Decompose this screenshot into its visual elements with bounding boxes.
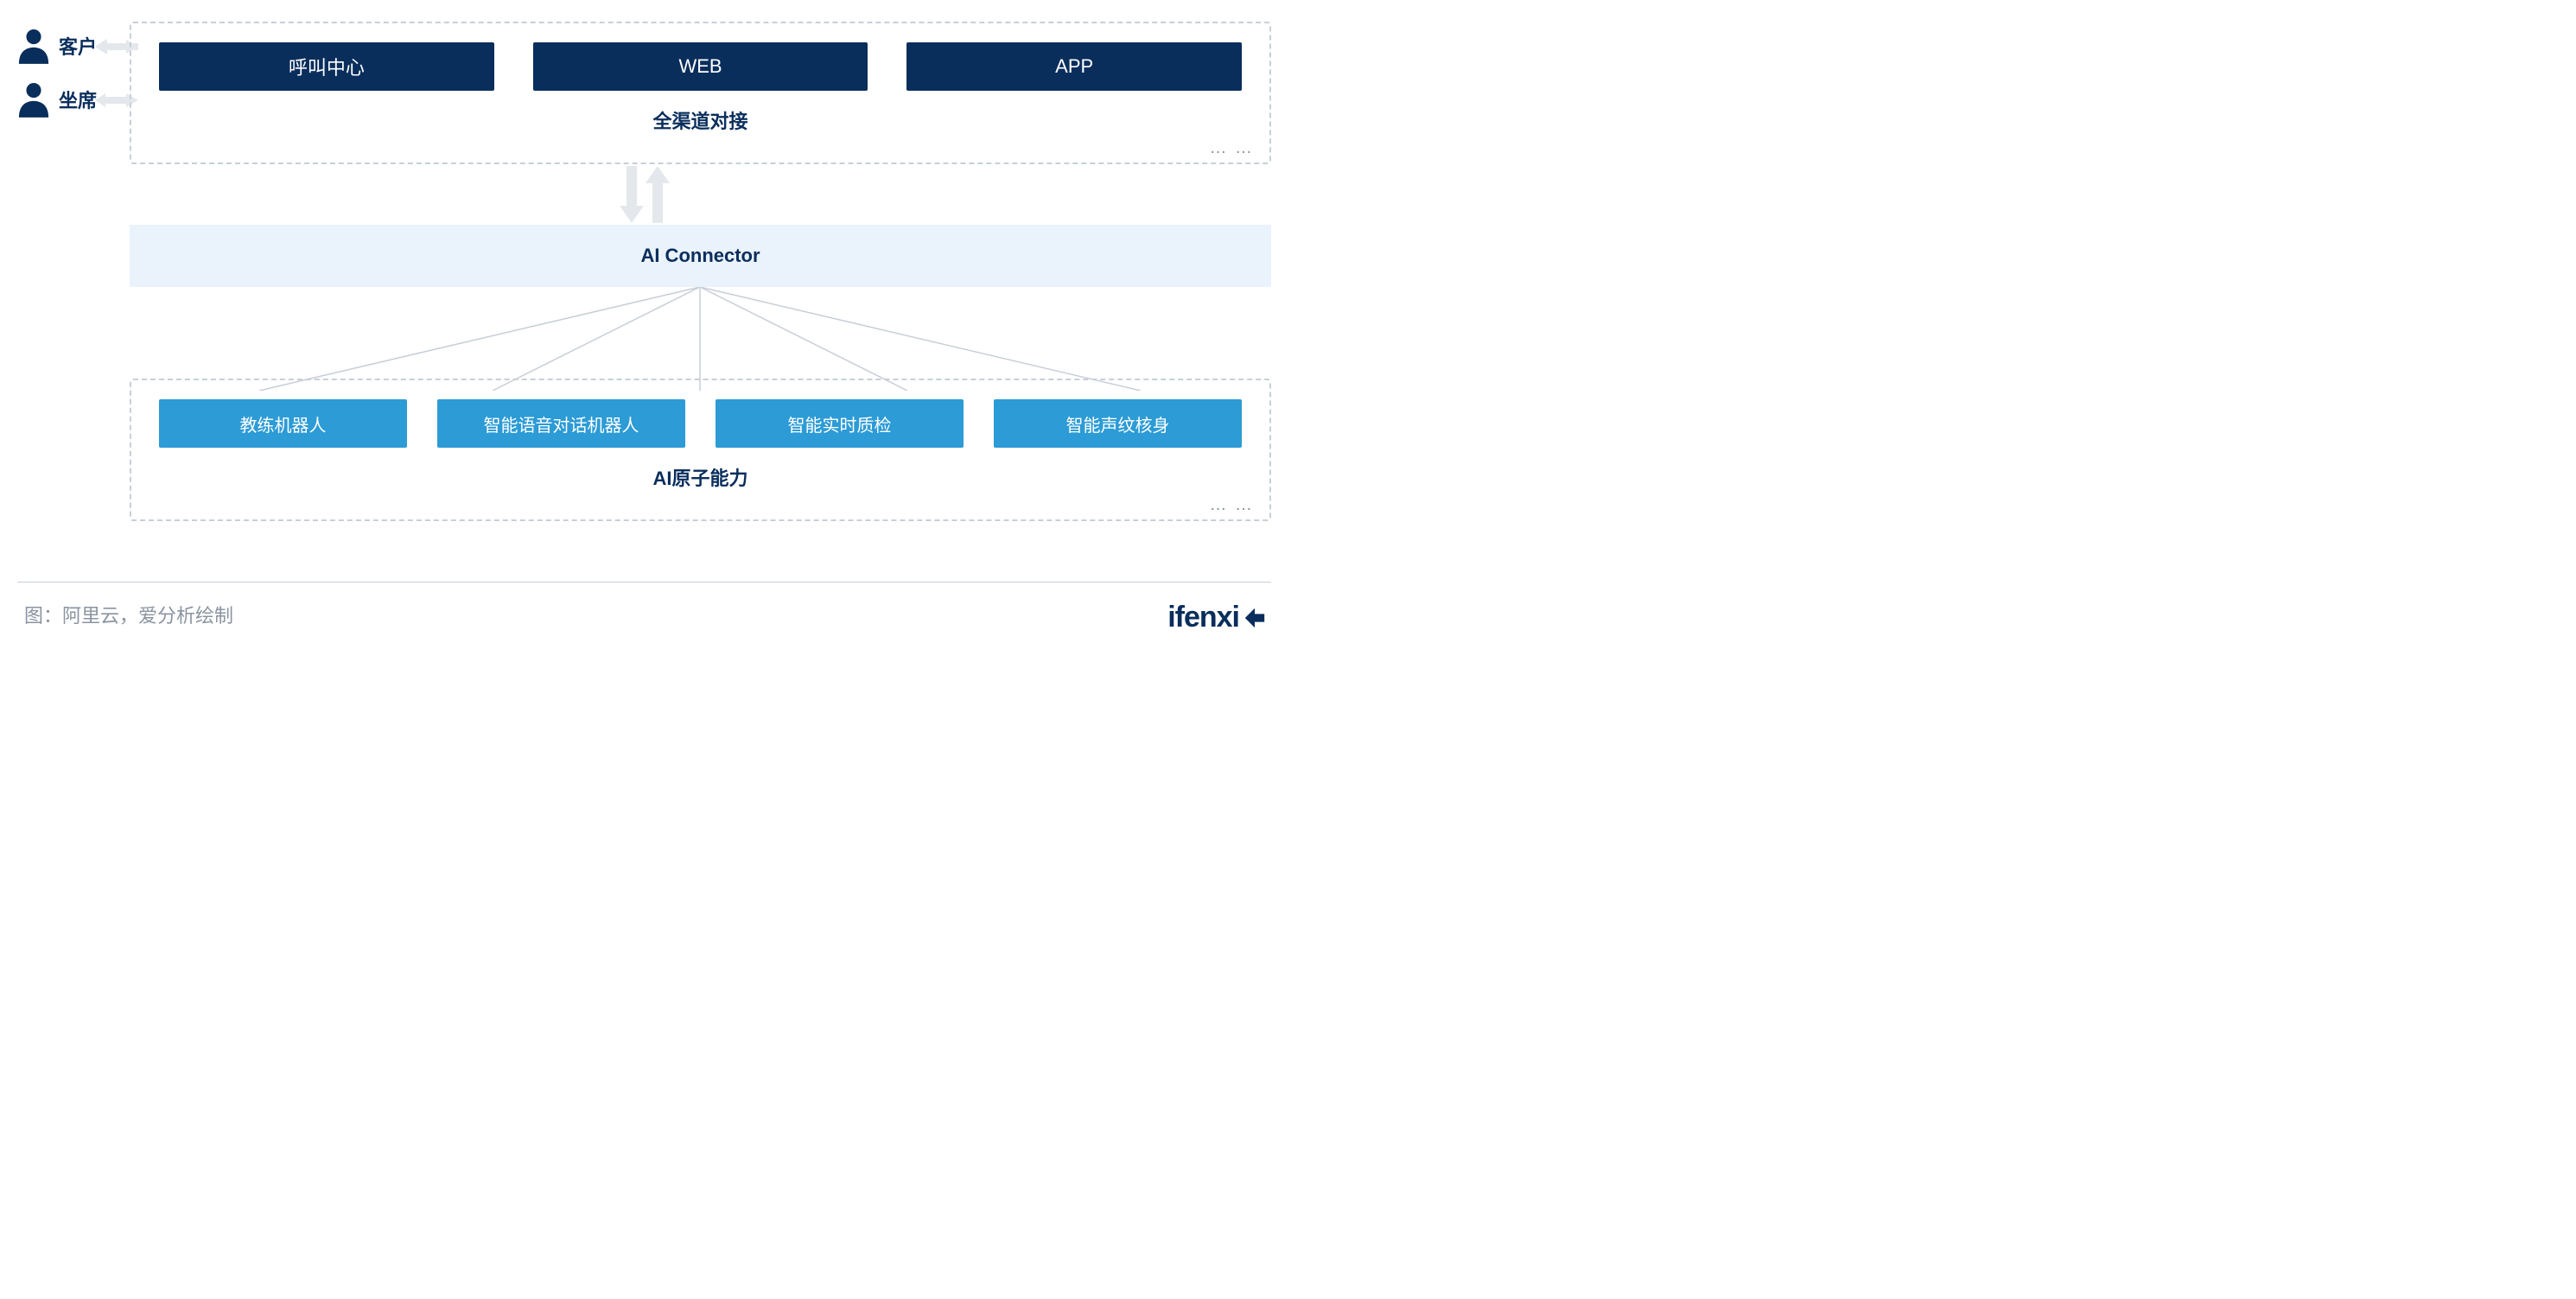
ai-connector-title: AI Connector	[640, 245, 760, 267]
atomic-coach-bot: 教练机器人	[159, 399, 407, 448]
channel-web: WEB	[533, 42, 868, 91]
channels-group: 呼叫中心 WEB APP 全渠道对接 … …	[130, 22, 1271, 164]
brand-logo: ifenxi	[1167, 601, 1267, 634]
atomic-voice-bot: 智能语音对话机器人	[437, 399, 685, 448]
figure-caption: 图：阿里云，爱分析绘制	[24, 601, 233, 628]
channel-app: APP	[906, 42, 1242, 91]
channels-ellipsis: … …	[1209, 138, 1254, 158]
brand-text: ifenxi	[1167, 601, 1239, 634]
channel-call-center: 呼叫中心	[159, 42, 494, 91]
atomic-voiceprint: 智能声纹核身	[994, 399, 1242, 448]
brand-mark-icon	[1243, 606, 1267, 630]
vert-bidir-arrow-icon	[620, 166, 670, 227]
fan-lines	[130, 287, 1270, 391]
actor-agent-label: 坐席	[59, 86, 97, 113]
atomic-group: 教练机器人 智能语音对话机器人 智能实时质检 智能声纹核身 AI原子能力 … …	[130, 379, 1271, 521]
footer-separator	[17, 582, 1271, 583]
actor-customer-label: 客户	[59, 32, 97, 60]
atomic-ellipsis: … …	[1209, 495, 1254, 515]
person-icon	[17, 81, 50, 118]
channels-title: 全渠道对接	[131, 106, 1269, 134]
atomic-title: AI原子能力	[131, 463, 1269, 491]
person-icon	[17, 28, 50, 64]
atomic-realtime-qa: 智能实时质检	[716, 399, 964, 448]
ai-connector: AI Connector	[130, 225, 1271, 287]
